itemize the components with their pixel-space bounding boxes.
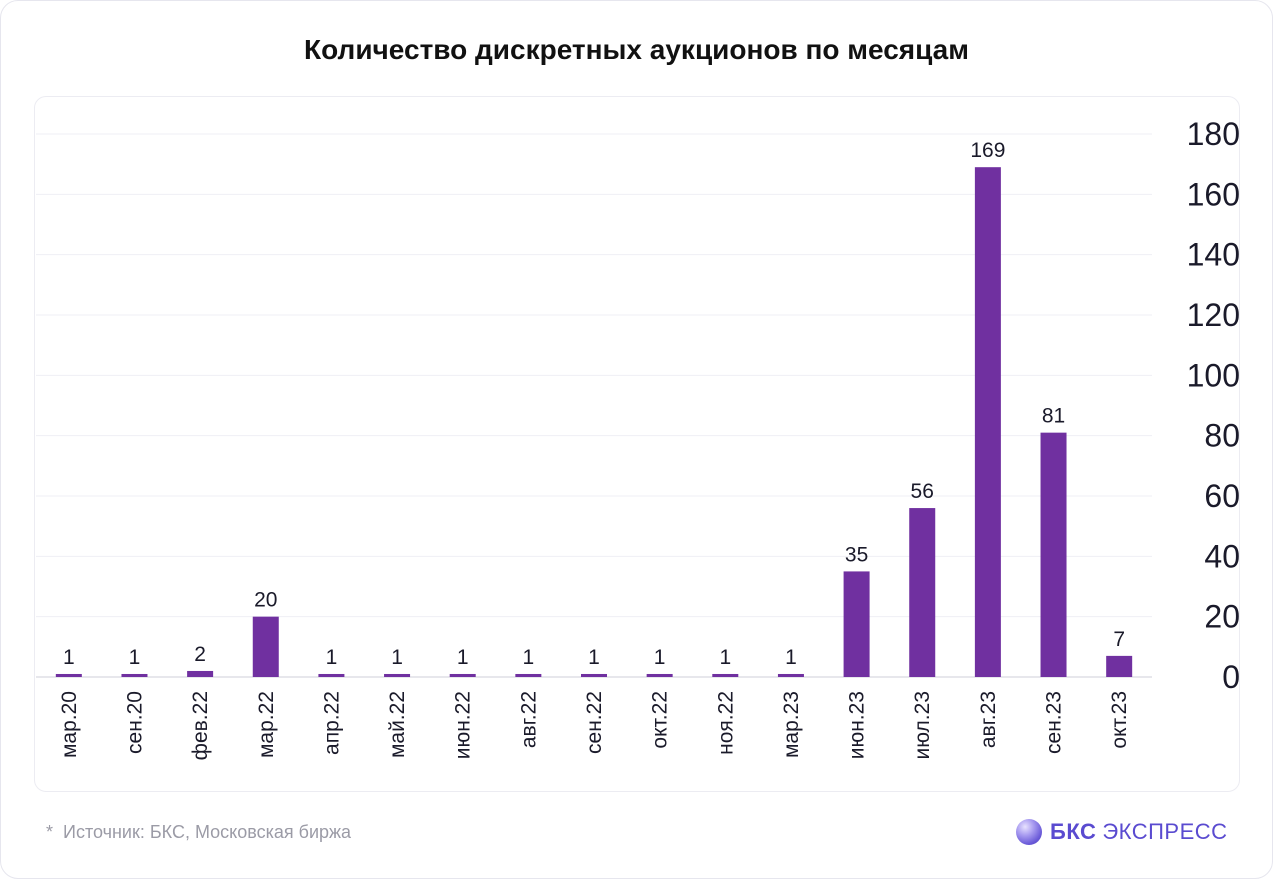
data-label: 1: [588, 646, 600, 669]
bar: [1106, 655, 1133, 677]
logo-brand: БКС: [1050, 819, 1097, 844]
data-label: 169: [970, 139, 1005, 162]
data-label: 1: [391, 646, 403, 669]
y-tick-label: 20: [1204, 599, 1240, 635]
bar: [252, 616, 279, 677]
x-tick-label: окт.22: [649, 691, 672, 749]
data-label: 56: [911, 480, 934, 503]
bar: [384, 673, 411, 677]
bar: [121, 673, 148, 677]
data-label: 81: [1042, 405, 1065, 428]
data-label: 1: [326, 646, 338, 669]
bar: [1040, 432, 1067, 677]
x-tick-label: сен.22: [583, 691, 606, 754]
y-tick-label: 120: [1187, 297, 1240, 333]
bar: [712, 673, 739, 677]
x-tick-label: фев.22: [189, 691, 212, 760]
y-tick-label: 180: [1187, 116, 1240, 152]
x-tick-label: мар.20: [58, 691, 81, 758]
bar: [187, 670, 214, 677]
data-label: 2: [194, 643, 206, 666]
y-tick-label: 80: [1204, 418, 1240, 454]
data-label: 20: [254, 589, 277, 612]
bar: [646, 673, 673, 677]
y-tick-label: 60: [1204, 478, 1240, 514]
bks-express-logo: БКС ЭКСПРЕСС: [1016, 816, 1228, 848]
logo-wordmark: БКС ЭКСПРЕСС: [1050, 819, 1228, 845]
y-tick-label: 0: [1222, 659, 1240, 695]
x-tick-label: мар.23: [780, 691, 803, 758]
bar: [515, 673, 542, 677]
data-label: 1: [785, 646, 797, 669]
logo-product: ЭКСПРЕСС: [1102, 819, 1228, 844]
x-tick-label: окт.23: [1108, 691, 1131, 749]
x-tick-label: ноя.22: [714, 691, 737, 755]
y-tick-label: 160: [1187, 176, 1240, 212]
data-label: 1: [719, 646, 731, 669]
data-label: 1: [457, 646, 469, 669]
x-tick-label: авг.22: [517, 691, 540, 748]
x-tick-label: мар.22: [255, 691, 278, 758]
bar: [581, 673, 607, 677]
chart-title: Количество дискретных аукционов по месяц…: [304, 34, 969, 65]
data-label: 1: [654, 646, 666, 669]
data-label: 7: [1113, 628, 1125, 651]
y-tick-label: 40: [1204, 538, 1240, 574]
x-tick-label: июл.23: [911, 691, 934, 759]
x-tick-label: сен.23: [1043, 691, 1066, 754]
x-tick-label: июн.23: [846, 691, 869, 759]
data-label: 35: [845, 543, 868, 566]
x-tick-label: апр.22: [320, 691, 343, 755]
bar: [909, 508, 936, 677]
x-tick-label: сен.20: [123, 691, 146, 754]
x-tick-label: июн.22: [452, 691, 475, 759]
bar: [843, 571, 870, 677]
data-label: 1: [63, 646, 75, 669]
bar: [55, 673, 82, 677]
y-tick-label: 100: [1187, 357, 1240, 393]
footnote-text: Источник: БКС, Московская биржа: [63, 822, 352, 842]
y-tick-label: 140: [1187, 237, 1240, 273]
bar: [318, 673, 345, 677]
footnote-star: *: [46, 822, 54, 842]
source-footnote: * Источник: БКС, Московская биржа: [46, 822, 351, 843]
x-tick-label: авг.23: [977, 691, 1000, 748]
bar: [974, 167, 1001, 677]
data-label: 1: [523, 646, 535, 669]
data-label: 1: [129, 646, 141, 669]
bar: [449, 673, 476, 677]
logo-sphere-icon: [1016, 819, 1042, 845]
bar: [777, 673, 804, 677]
plot-area: [34, 96, 1240, 792]
x-tick-label: май.22: [386, 691, 409, 758]
